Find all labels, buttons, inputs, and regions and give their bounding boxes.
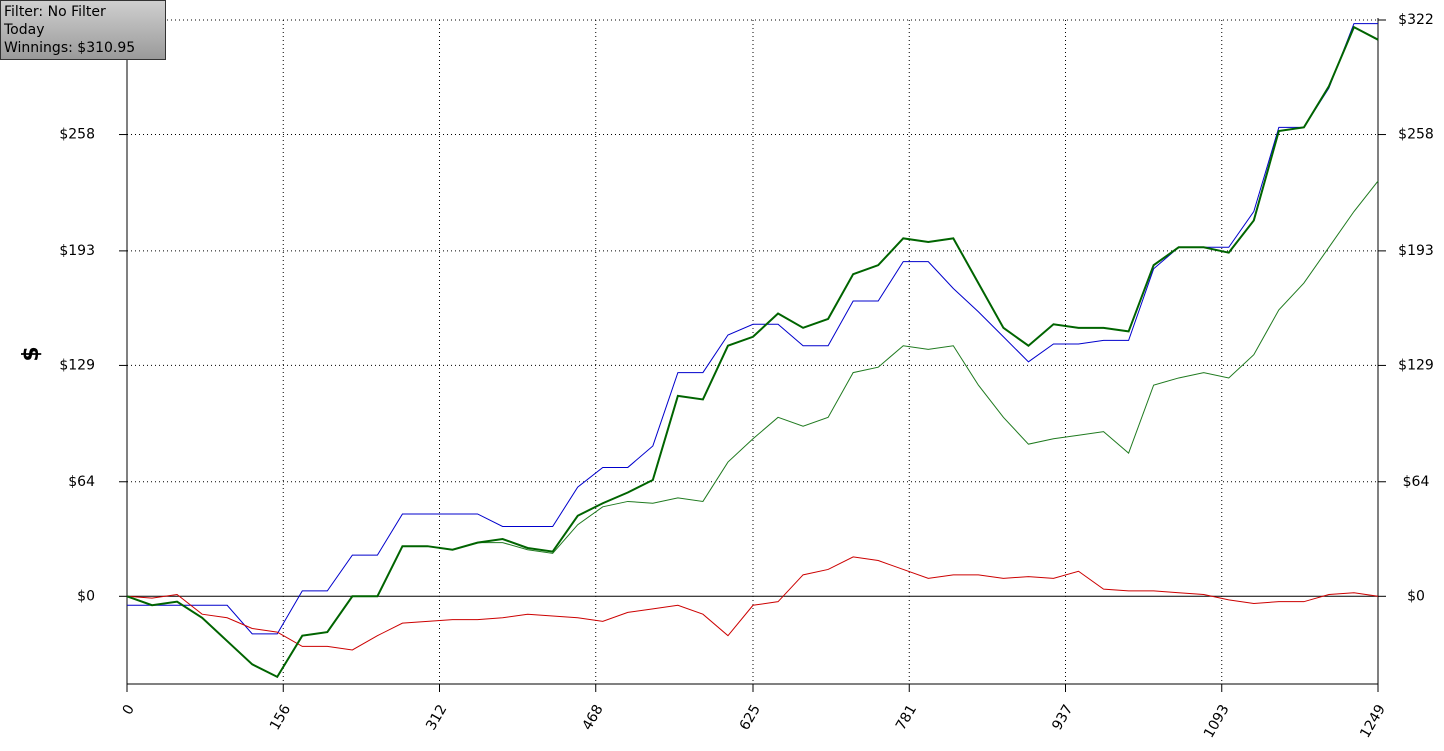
y-tick-label: $64 [68,474,95,490]
x-tick-label: 468 [579,702,606,733]
y-tick-label-right: $193 [1398,243,1434,259]
info-line: Winnings: $310.95 [4,40,136,56]
series-line [126,556,1379,651]
y-axis-label: $ [19,346,44,361]
x-tick-label: 312 [423,702,450,733]
y-tick-label: $129 [59,357,95,373]
x-tick-label: 625 [737,702,764,733]
y-tick-label-right: $0 [1407,588,1425,604]
x-tick-label: 0 [120,702,138,718]
y-tick-label-right: $64 [1403,474,1430,490]
y-tick-label-right: $322 [1398,12,1434,28]
y-tick-label-right: $129 [1398,357,1434,373]
y-tick-label: $258 [59,127,95,143]
y-tick-label: $193 [59,243,95,259]
series-line [126,25,1379,679]
x-tick-label: 781 [893,702,920,733]
y-tick-label-right: $258 [1398,127,1434,143]
info-line: Filter: No Filter [4,4,106,20]
info-box: Filter: No Filter Today Winnings: $310.9… [0,0,166,60]
x-tick-label: 937 [1049,702,1076,733]
series-line [127,23,1378,635]
x-tick-label: 156 [267,702,294,733]
y-tick-label: $0 [77,588,95,604]
x-tick-label: 1093 [1201,702,1233,741]
x-tick-label: 1249 [1357,702,1389,741]
series-line [126,180,1379,678]
info-line: Today [4,22,45,38]
